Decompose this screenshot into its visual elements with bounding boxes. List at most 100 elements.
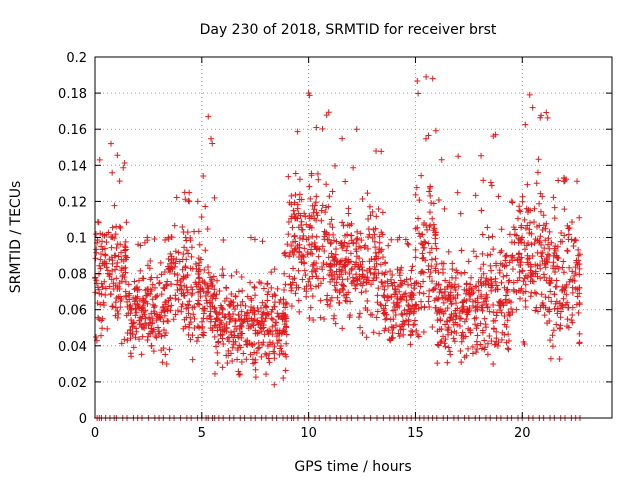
data-point: [508, 239, 515, 246]
y-axis-label: SRMTID / TECUs: [8, 181, 24, 294]
data-point: [548, 298, 555, 305]
data-point: [515, 287, 522, 294]
data-point: [286, 253, 293, 260]
data-point: [208, 135, 215, 142]
data-point: [427, 222, 434, 229]
data-point: [564, 222, 571, 229]
data-point: [415, 90, 422, 97]
data-point: [199, 325, 206, 332]
data-point: [131, 286, 138, 293]
data-point: [346, 314, 353, 321]
data-point: [373, 260, 380, 267]
data-point: [272, 292, 279, 299]
data-point: [208, 283, 215, 290]
data-point: [373, 314, 380, 321]
data-point: [405, 241, 412, 248]
data-point: [155, 330, 162, 337]
data-point: [302, 272, 309, 279]
data-point: [291, 211, 298, 218]
data-point: [503, 324, 510, 331]
data-point: [441, 340, 448, 347]
data-point: [400, 331, 407, 338]
data-point: [226, 319, 233, 326]
data-point: [329, 224, 336, 231]
data-point: [484, 340, 491, 347]
data-point: [97, 301, 104, 308]
data-point: [122, 238, 129, 245]
data-point: [423, 135, 430, 142]
data-point: [333, 279, 340, 286]
data-point: [477, 265, 484, 272]
data-point: [175, 249, 182, 256]
data-point: [99, 238, 106, 245]
data-point: [138, 324, 145, 331]
data-point: [162, 351, 169, 358]
data-point: [151, 304, 158, 311]
data-point: [473, 349, 480, 356]
data-point: [194, 323, 201, 330]
data-point: [418, 304, 425, 311]
data-point: [203, 315, 210, 322]
data-point: [211, 304, 218, 311]
data-point: [409, 291, 416, 298]
data-point: [214, 359, 221, 366]
data-point: [232, 293, 239, 300]
data-point: [391, 303, 398, 310]
data-point: [296, 234, 303, 241]
data-point: [109, 268, 116, 275]
data-point: [315, 253, 322, 260]
data-point: [510, 286, 517, 293]
data-point: [277, 296, 284, 303]
data-point: [452, 274, 459, 281]
data-point: [576, 340, 583, 347]
data-point: [137, 314, 144, 321]
data-point: [200, 288, 207, 295]
data-point: [452, 312, 459, 319]
data-point: [483, 324, 490, 331]
data-point: [115, 293, 122, 300]
data-point: [522, 225, 529, 232]
data-point: [508, 253, 515, 260]
data-point: [339, 135, 346, 142]
data-point: [296, 248, 303, 255]
data-point: [137, 242, 144, 249]
data-point: [154, 292, 161, 299]
data-point: [106, 273, 113, 280]
data-point: [373, 274, 380, 281]
data-point: [531, 240, 538, 247]
data-point: [490, 309, 497, 316]
data-point: [247, 279, 254, 286]
data-point: [156, 328, 163, 335]
data-point: [121, 243, 128, 250]
data-point: [575, 257, 582, 264]
data-point: [405, 316, 412, 323]
data-point: [419, 255, 426, 262]
data-point: [353, 281, 360, 288]
data-point: [450, 316, 457, 323]
data-point: [426, 188, 433, 195]
data-point: [382, 325, 389, 332]
data-point: [318, 207, 325, 214]
data-point: [296, 191, 303, 198]
data-point: [572, 269, 579, 276]
data-point: [199, 277, 206, 284]
data-point: [301, 267, 308, 274]
data-point: [536, 239, 543, 246]
data-point: [165, 255, 172, 262]
data-point: [481, 315, 488, 322]
data-point: [342, 232, 349, 239]
data-point: [148, 325, 155, 332]
data-point: [430, 221, 437, 228]
data-point: [174, 286, 181, 293]
data-point: [460, 303, 467, 310]
data-point: [516, 269, 523, 276]
data-point: [302, 213, 309, 220]
data-point: [127, 310, 134, 317]
data-point: [239, 287, 246, 294]
data-point: [262, 315, 269, 322]
data-point: [457, 322, 464, 329]
data-point: [358, 289, 365, 296]
data-point: [310, 209, 317, 216]
data-point: [271, 343, 278, 350]
data-point: [576, 330, 583, 337]
